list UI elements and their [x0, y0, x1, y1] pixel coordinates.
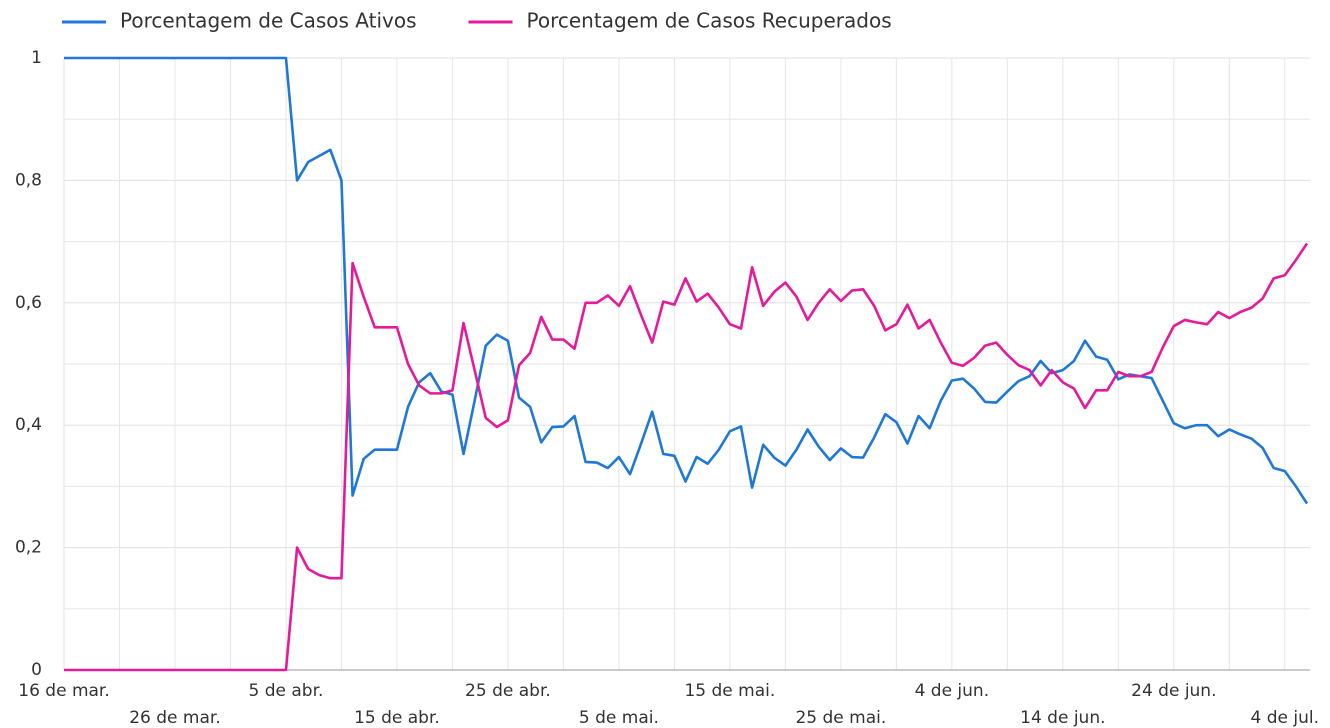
- y-tick-label: 0,6: [15, 293, 42, 313]
- y-tick-label: 1: [31, 48, 42, 68]
- series-line: [64, 242, 1309, 672]
- x-tick-label: 25 de mai.: [795, 708, 886, 728]
- y-tick-label: 0,8: [15, 170, 42, 190]
- x-tick-label: 26 de mar.: [129, 708, 221, 728]
- x-tick-label: 14 de jun.: [1020, 708, 1105, 728]
- x-tick-label: 5 de mai.: [579, 708, 659, 728]
- series-line: [64, 56, 1309, 505]
- x-tick-label: 15 de mai.: [684, 681, 775, 701]
- legend: Porcentagem de Casos Ativos Porcentagem d…: [62, 9, 892, 33]
- y-tick-label: 0: [31, 660, 42, 680]
- y-tick-label: 0,2: [15, 538, 42, 558]
- y-tick-label: 0,4: [15, 415, 42, 435]
- x-tick-label: 5 de abr.: [249, 681, 324, 701]
- x-tick-label: 4 de jul.: [1251, 708, 1320, 728]
- x-tick-label: 15 de abr.: [354, 708, 440, 728]
- x-tick-label: 24 de jun.: [1131, 681, 1216, 701]
- x-tick-label: 16 de mar.: [18, 681, 110, 701]
- x-tick-label: 25 de abr.: [465, 681, 551, 701]
- legend-label: Porcentagem de Casos Recuperados: [527, 9, 892, 33]
- x-tick-label: 4 de jun.: [915, 681, 990, 701]
- legend-label: Porcentagem de Casos Ativos: [120, 9, 417, 33]
